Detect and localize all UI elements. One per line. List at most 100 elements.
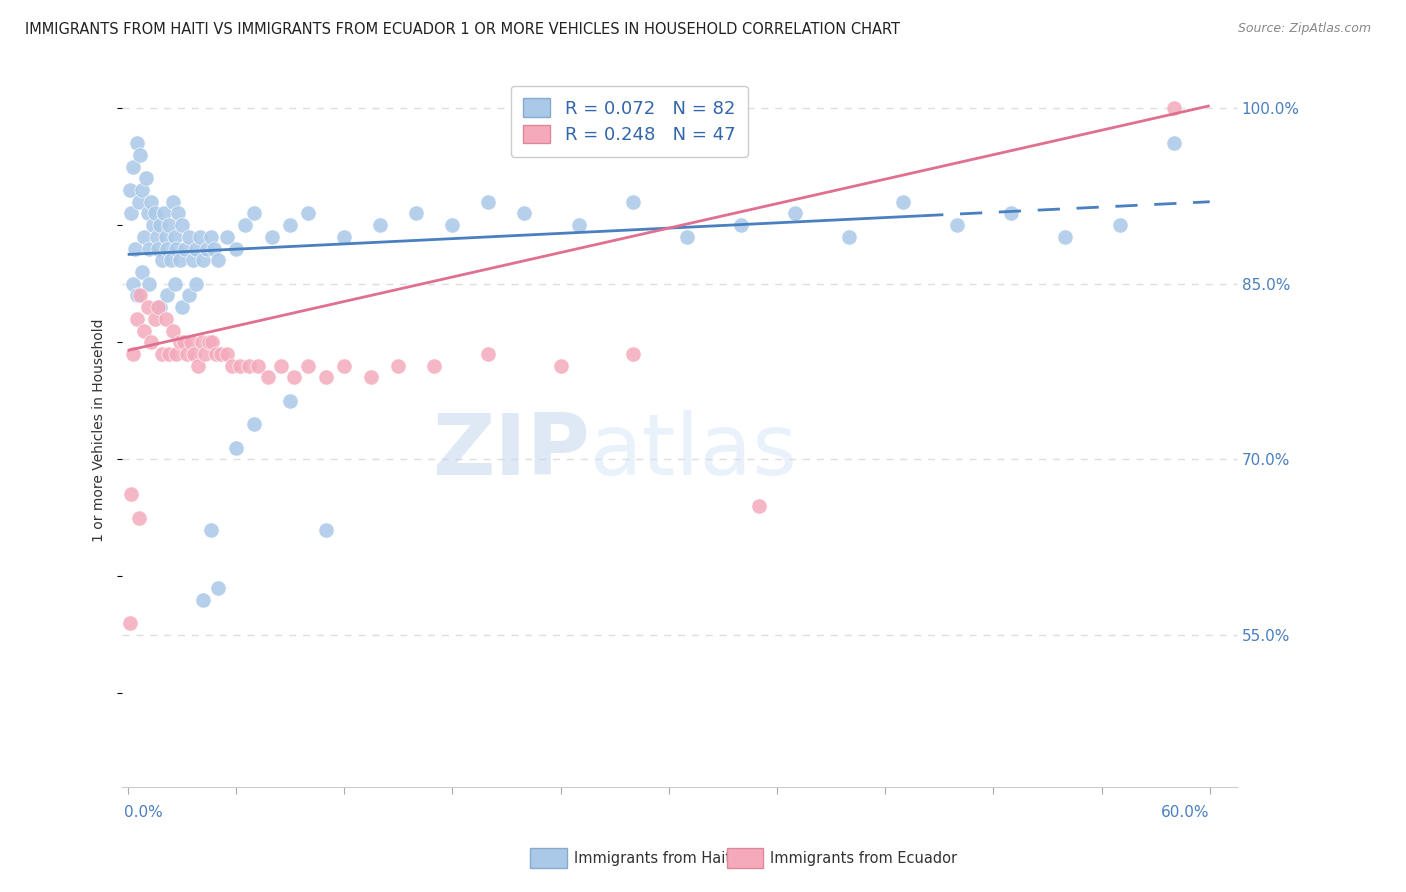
Point	[225, 242, 247, 256]
Point	[193, 253, 215, 268]
Point	[257, 370, 280, 384]
Point	[125, 311, 148, 326]
Point	[228, 359, 250, 373]
Point	[838, 230, 860, 244]
Point	[131, 265, 153, 279]
Point	[170, 218, 193, 232]
Point	[215, 230, 238, 244]
Point	[155, 230, 177, 244]
Point	[211, 347, 233, 361]
Point	[283, 370, 305, 384]
Point	[122, 347, 145, 361]
Point	[225, 441, 247, 455]
Point	[278, 393, 301, 408]
Point	[297, 359, 319, 373]
Text: 60.0%: 60.0%	[1161, 805, 1209, 820]
Point	[1108, 218, 1130, 232]
Point	[136, 300, 159, 314]
Point	[170, 300, 193, 314]
Point	[167, 206, 190, 220]
Point	[163, 277, 186, 291]
Point	[297, 206, 319, 220]
Point	[550, 359, 572, 373]
Point	[333, 359, 356, 373]
Text: ZIP: ZIP	[433, 410, 591, 493]
Point	[150, 347, 173, 361]
Point	[243, 417, 266, 432]
Point	[157, 218, 180, 232]
Point	[145, 230, 167, 244]
Point	[205, 347, 228, 361]
Point	[177, 230, 200, 244]
Point	[136, 206, 159, 220]
Point	[221, 359, 243, 373]
Y-axis label: 1 or more Vehicles in Household: 1 or more Vehicles in Household	[93, 318, 107, 541]
Point	[120, 206, 142, 220]
Point	[1163, 101, 1185, 115]
Point	[165, 347, 187, 361]
Point	[156, 288, 179, 302]
Point	[165, 242, 187, 256]
Point	[138, 242, 160, 256]
Point	[131, 183, 153, 197]
Point	[567, 218, 589, 232]
Point	[169, 335, 191, 350]
Point	[118, 183, 141, 197]
Point	[195, 242, 218, 256]
Point	[150, 253, 173, 268]
Point	[194, 347, 217, 361]
Point	[946, 218, 969, 232]
Point	[198, 335, 221, 350]
Point	[186, 277, 208, 291]
Point	[155, 311, 177, 326]
Point	[180, 335, 202, 350]
Point	[129, 288, 152, 302]
Point	[315, 523, 337, 537]
Point	[120, 487, 142, 501]
Point	[207, 253, 229, 268]
Point	[122, 160, 145, 174]
Point	[183, 347, 205, 361]
Point	[233, 218, 256, 232]
Point	[186, 242, 208, 256]
Point	[1000, 206, 1022, 220]
Point	[513, 206, 536, 220]
Point	[675, 230, 697, 244]
Point	[156, 242, 179, 256]
Text: 0.0%: 0.0%	[124, 805, 163, 820]
Point	[176, 347, 198, 361]
Point	[118, 616, 141, 631]
Point	[157, 347, 180, 361]
Point	[162, 194, 184, 209]
Point	[441, 218, 464, 232]
Point	[163, 230, 186, 244]
Point	[1054, 230, 1077, 244]
Point	[125, 288, 148, 302]
Point	[270, 359, 292, 373]
Point	[124, 242, 146, 256]
Point	[278, 218, 301, 232]
Point	[748, 499, 770, 513]
Point	[129, 148, 152, 162]
Point	[162, 324, 184, 338]
Point	[132, 324, 155, 338]
Point	[387, 359, 409, 373]
Point	[190, 335, 212, 350]
Point	[148, 242, 170, 256]
Point	[141, 194, 163, 209]
Point	[187, 359, 209, 373]
Point	[243, 206, 266, 220]
Point	[423, 359, 446, 373]
Point	[125, 136, 148, 151]
Point	[188, 230, 211, 244]
Point	[360, 370, 382, 384]
Point	[368, 218, 391, 232]
Point	[260, 230, 283, 244]
Point	[1163, 136, 1185, 151]
Point	[143, 311, 166, 326]
Point	[215, 347, 238, 361]
Text: Immigrants from Haiti: Immigrants from Haiti	[574, 851, 735, 865]
Point	[238, 359, 260, 373]
Point	[173, 335, 195, 350]
Point	[621, 347, 644, 361]
